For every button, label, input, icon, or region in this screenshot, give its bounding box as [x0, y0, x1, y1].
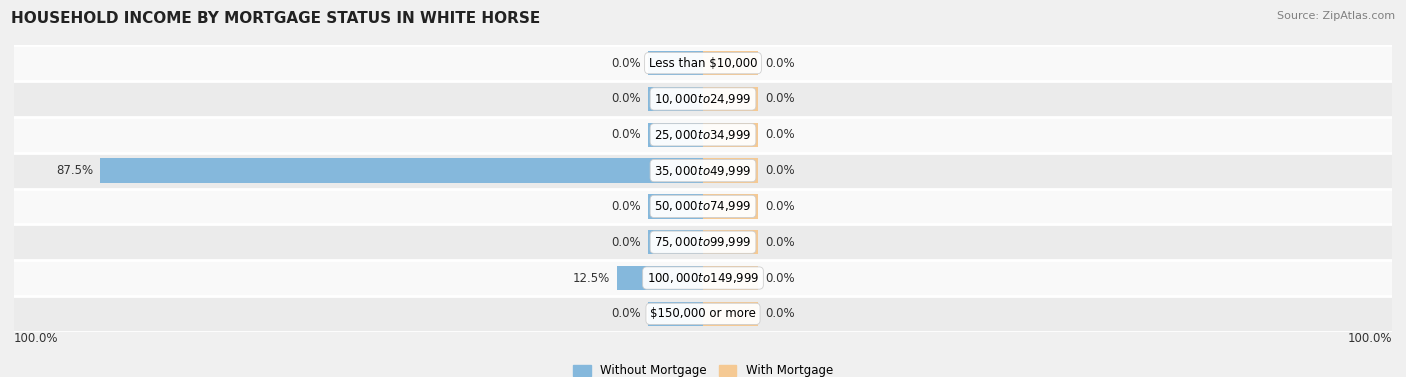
Bar: [703, 302, 758, 326]
Text: 0.0%: 0.0%: [612, 307, 641, 320]
Bar: [14, 45, 1392, 81]
Bar: [14, 296, 1392, 332]
Bar: [703, 51, 758, 75]
Text: $100,000 to $149,999: $100,000 to $149,999: [647, 271, 759, 285]
Text: 0.0%: 0.0%: [765, 200, 794, 213]
Text: 0.0%: 0.0%: [612, 92, 641, 106]
Text: $150,000 or more: $150,000 or more: [650, 307, 756, 320]
Bar: [703, 87, 758, 111]
Text: $75,000 to $99,999: $75,000 to $99,999: [654, 235, 752, 249]
Bar: [703, 230, 758, 254]
Text: 0.0%: 0.0%: [612, 128, 641, 141]
Bar: [100, 158, 703, 183]
Text: 0.0%: 0.0%: [612, 200, 641, 213]
Text: 0.0%: 0.0%: [765, 128, 794, 141]
Text: $25,000 to $34,999: $25,000 to $34,999: [654, 128, 752, 142]
Text: 0.0%: 0.0%: [612, 236, 641, 249]
Bar: [648, 302, 703, 326]
Bar: [14, 224, 1392, 260]
Text: 0.0%: 0.0%: [765, 236, 794, 249]
Bar: [648, 194, 703, 219]
Bar: [703, 158, 758, 183]
Text: 100.0%: 100.0%: [1347, 332, 1392, 345]
Bar: [703, 266, 758, 290]
Text: Less than $10,000: Less than $10,000: [648, 57, 758, 70]
Text: Source: ZipAtlas.com: Source: ZipAtlas.com: [1277, 11, 1395, 21]
Text: 12.5%: 12.5%: [572, 271, 610, 285]
Bar: [648, 230, 703, 254]
Text: 0.0%: 0.0%: [765, 92, 794, 106]
Bar: [648, 87, 703, 111]
Text: 87.5%: 87.5%: [56, 164, 93, 177]
Text: HOUSEHOLD INCOME BY MORTGAGE STATUS IN WHITE HORSE: HOUSEHOLD INCOME BY MORTGAGE STATUS IN W…: [11, 11, 540, 26]
Text: $50,000 to $74,999: $50,000 to $74,999: [654, 199, 752, 213]
Bar: [14, 81, 1392, 117]
Text: $10,000 to $24,999: $10,000 to $24,999: [654, 92, 752, 106]
Bar: [703, 123, 758, 147]
Bar: [14, 188, 1392, 224]
Text: 0.0%: 0.0%: [765, 164, 794, 177]
Bar: [14, 153, 1392, 188]
Text: 0.0%: 0.0%: [612, 57, 641, 70]
Bar: [648, 123, 703, 147]
Bar: [703, 194, 758, 219]
Text: 100.0%: 100.0%: [14, 332, 59, 345]
Bar: [617, 266, 703, 290]
Legend: Without Mortgage, With Mortgage: Without Mortgage, With Mortgage: [574, 365, 832, 377]
Bar: [14, 260, 1392, 296]
Text: 0.0%: 0.0%: [765, 307, 794, 320]
Text: 0.0%: 0.0%: [765, 271, 794, 285]
Text: $35,000 to $49,999: $35,000 to $49,999: [654, 164, 752, 178]
Bar: [648, 51, 703, 75]
Text: 0.0%: 0.0%: [765, 57, 794, 70]
Bar: [14, 117, 1392, 153]
